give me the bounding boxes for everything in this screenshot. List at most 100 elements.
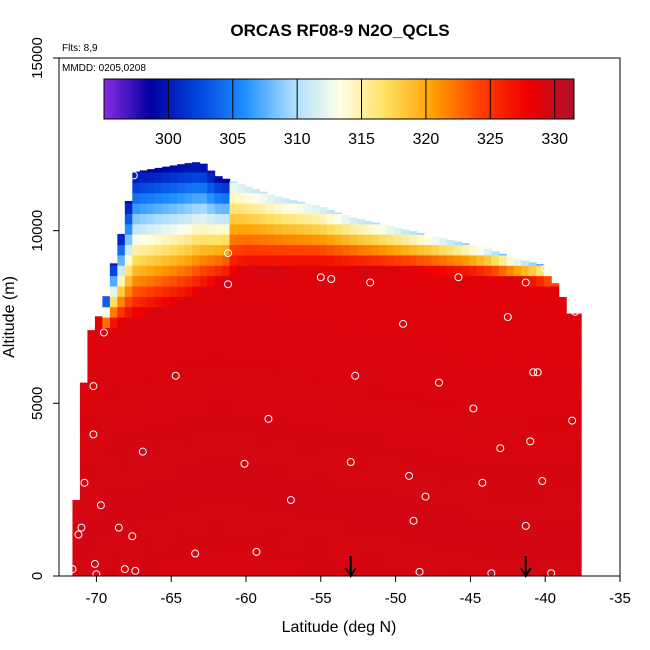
field-cell bbox=[147, 399, 156, 411]
field-cell bbox=[431, 565, 440, 576]
field-cell bbox=[528, 285, 537, 297]
field-cell bbox=[259, 358, 268, 370]
field-cell bbox=[266, 306, 276, 318]
field-cell bbox=[79, 493, 89, 505]
field-cell bbox=[109, 462, 118, 473]
field-cell bbox=[154, 306, 163, 318]
field-cell bbox=[214, 285, 223, 297]
field-cell bbox=[244, 186, 253, 194]
field-cell bbox=[476, 337, 485, 349]
field-cell bbox=[207, 430, 216, 442]
field-cell bbox=[199, 565, 208, 576]
field-cell bbox=[528, 544, 537, 556]
field-cell bbox=[468, 513, 477, 525]
field-cell bbox=[289, 368, 298, 380]
field-cell bbox=[364, 472, 373, 484]
field-cell bbox=[334, 503, 343, 515]
field-cell bbox=[214, 244, 223, 256]
field-cell bbox=[521, 327, 530, 339]
field-cell bbox=[558, 555, 567, 567]
field-cell bbox=[281, 213, 290, 225]
field-cell bbox=[424, 368, 433, 380]
field-cell bbox=[169, 462, 178, 473]
field-cell bbox=[334, 430, 343, 442]
field-cell bbox=[453, 503, 463, 515]
field-cell bbox=[438, 317, 448, 328]
field-cell bbox=[326, 379, 335, 391]
field-cell bbox=[296, 565, 305, 576]
field-cell bbox=[364, 379, 373, 391]
field-cell bbox=[222, 178, 231, 183]
field-cell bbox=[147, 296, 156, 308]
field-cell bbox=[356, 420, 365, 432]
field-cell bbox=[498, 524, 507, 536]
field-cell bbox=[251, 348, 261, 360]
field-cell bbox=[222, 327, 231, 339]
field-cell bbox=[237, 451, 246, 463]
field-cell bbox=[266, 462, 276, 473]
field-cell bbox=[364, 317, 373, 328]
field-cell bbox=[124, 203, 133, 214]
field-cell bbox=[214, 368, 223, 380]
field-cell bbox=[109, 430, 118, 442]
field-cell bbox=[446, 534, 455, 546]
field-cell bbox=[139, 317, 148, 328]
field-cell bbox=[94, 358, 103, 370]
field-cell bbox=[274, 451, 283, 463]
field-cell bbox=[304, 420, 313, 432]
field-cell bbox=[94, 482, 103, 494]
field-cell bbox=[543, 399, 552, 411]
field-cell bbox=[446, 420, 455, 432]
field-cell bbox=[438, 327, 448, 339]
field-cell bbox=[207, 493, 216, 505]
field-cell bbox=[199, 254, 208, 266]
field-cell bbox=[483, 337, 492, 349]
sample-point bbox=[434, 378, 443, 387]
field-cell bbox=[319, 472, 328, 484]
field-cell bbox=[87, 358, 96, 370]
field-cell bbox=[154, 234, 163, 246]
field-cell bbox=[528, 379, 537, 391]
field-cell bbox=[79, 389, 89, 401]
field-cell bbox=[379, 513, 388, 525]
field-cell bbox=[461, 430, 470, 442]
field-cell bbox=[222, 254, 231, 266]
field-cell bbox=[296, 275, 305, 287]
field-cell bbox=[341, 420, 350, 432]
field-cell bbox=[274, 462, 283, 473]
field-cell bbox=[244, 503, 253, 515]
field-cell bbox=[311, 317, 320, 328]
field-cell bbox=[409, 368, 418, 380]
field-cell bbox=[162, 544, 171, 556]
field-cell bbox=[536, 462, 545, 473]
field-cell bbox=[528, 555, 537, 567]
field-cell bbox=[446, 368, 455, 380]
field-cell bbox=[87, 451, 96, 463]
field-cell bbox=[506, 285, 515, 297]
field-cell bbox=[222, 430, 231, 442]
field-cell bbox=[139, 275, 148, 287]
field-cell bbox=[222, 534, 231, 546]
field-cell bbox=[102, 503, 111, 515]
field-cell bbox=[229, 503, 238, 515]
field-cell bbox=[424, 472, 433, 484]
field-cell bbox=[319, 348, 328, 360]
field-cell bbox=[543, 348, 552, 360]
field-cell bbox=[543, 317, 552, 328]
field-cell bbox=[184, 565, 193, 576]
field-cell bbox=[229, 192, 238, 204]
field-cell bbox=[199, 223, 208, 235]
field-cell bbox=[558, 410, 567, 422]
field-cell bbox=[222, 348, 231, 360]
field-cell bbox=[379, 493, 388, 505]
field-cell bbox=[87, 503, 96, 515]
field-cell bbox=[446, 379, 455, 391]
field-cell bbox=[409, 306, 418, 318]
field-cell bbox=[154, 399, 163, 411]
field-cell bbox=[506, 482, 515, 494]
sample-point bbox=[131, 566, 140, 575]
field-cell bbox=[453, 420, 463, 432]
field-cell bbox=[266, 482, 276, 494]
field-cell bbox=[394, 368, 403, 380]
field-cell bbox=[379, 503, 388, 515]
